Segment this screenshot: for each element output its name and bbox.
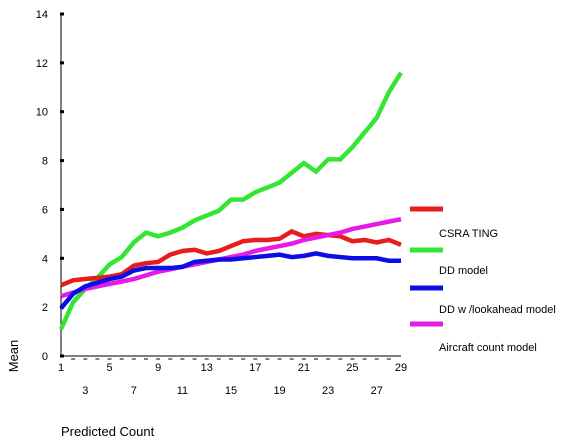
x-tick-label: 13 bbox=[201, 362, 213, 374]
x-tick-label: 19 bbox=[273, 385, 285, 397]
y-tick-mark bbox=[60, 256, 64, 260]
y-tick-label: 2 bbox=[42, 302, 48, 314]
x-tick-label: 5 bbox=[107, 362, 113, 374]
x-tick-label: 1 bbox=[58, 362, 64, 374]
x-tick-label: 29 bbox=[395, 362, 407, 374]
x-tick-label: 9 bbox=[155, 362, 161, 374]
series-line bbox=[59, 251, 401, 310]
y-tick-mark bbox=[60, 159, 64, 163]
y-tick-mark bbox=[60, 61, 64, 65]
y-axis-label: Mean bbox=[6, 340, 21, 373]
y-tick-mark bbox=[60, 354, 64, 358]
y-tick-label: 8 bbox=[42, 156, 48, 168]
x-tick-label: 15 bbox=[225, 385, 237, 397]
x-tick-label: 3 bbox=[82, 385, 88, 397]
y-tick-label: 4 bbox=[42, 253, 48, 265]
legend-label: CSRA TING bbox=[439, 228, 498, 240]
legend: CSRA TING DD model DD w /lookahead model Ai… bbox=[410, 206, 556, 354]
series-line bbox=[60, 228, 402, 288]
x-tick-label: 11 bbox=[177, 385, 188, 397]
series-line bbox=[60, 216, 402, 299]
x-tick-label: 17 bbox=[249, 362, 261, 374]
y-tick-label: 6 bbox=[42, 204, 48, 216]
x-tick-label: 25 bbox=[346, 362, 358, 374]
y-tick-mark bbox=[60, 207, 64, 211]
x-tick-label: 27 bbox=[371, 385, 383, 397]
legend-label: Aircraft count model bbox=[439, 342, 537, 354]
x-tick-label: 23 bbox=[322, 385, 334, 397]
legend-label: DD model bbox=[439, 265, 488, 277]
y-tick-label: 14 bbox=[36, 9, 48, 21]
series-layer bbox=[58, 71, 403, 331]
y-tick-label: 12 bbox=[36, 58, 48, 70]
y-tick-label: 0 bbox=[42, 351, 48, 363]
legend-label: DD w /lookahead model bbox=[439, 304, 556, 316]
x-axis-label: Predicted Count bbox=[61, 424, 155, 439]
y-tick-mark bbox=[60, 12, 64, 16]
x-tick-label: 7 bbox=[131, 385, 137, 397]
y-tick-label: 10 bbox=[36, 107, 48, 119]
y-tick-mark bbox=[60, 110, 64, 114]
series-line bbox=[58, 71, 403, 331]
x-tick-label: 21 bbox=[298, 362, 310, 374]
